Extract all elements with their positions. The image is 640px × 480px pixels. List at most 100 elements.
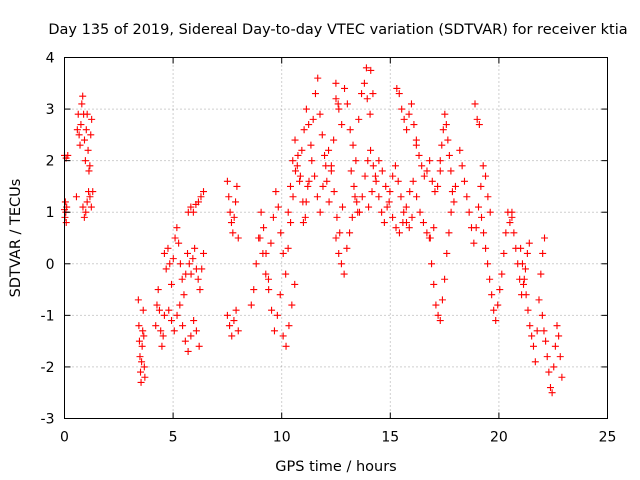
data-point-287 bbox=[438, 141, 446, 149]
data-point-253 bbox=[423, 229, 431, 237]
data-point-357 bbox=[543, 353, 551, 361]
data-point-344 bbox=[524, 306, 532, 314]
data-point-154 bbox=[293, 162, 301, 170]
data-point-308 bbox=[482, 172, 490, 180]
data-point-37 bbox=[135, 337, 143, 345]
data-point-309 bbox=[484, 193, 492, 201]
data-point-238 bbox=[371, 172, 379, 180]
data-point-310 bbox=[486, 208, 494, 216]
data-point-63 bbox=[173, 224, 181, 232]
data-point-226 bbox=[383, 203, 391, 211]
data-point-281 bbox=[438, 296, 446, 304]
data-points bbox=[61, 64, 566, 397]
y-tick-labels: -3 -2 -1 0 1 2 3 4 bbox=[41, 51, 55, 428]
data-point-288 bbox=[439, 126, 447, 134]
data-point-338 bbox=[523, 249, 531, 257]
data-point-66 bbox=[178, 275, 186, 283]
data-point-205 bbox=[340, 270, 348, 278]
data-point-347 bbox=[529, 342, 537, 350]
data-point-207 bbox=[346, 229, 354, 237]
data-point-241 bbox=[382, 182, 390, 190]
data-point-209 bbox=[351, 193, 359, 201]
data-point-155 bbox=[296, 177, 304, 185]
data-point-153 bbox=[291, 136, 299, 144]
data-point-115 bbox=[252, 260, 260, 268]
data-point-157 bbox=[300, 126, 308, 134]
data-point-307 bbox=[479, 162, 487, 170]
data-point-121 bbox=[267, 239, 275, 247]
data-point-130 bbox=[289, 193, 297, 201]
data-point-51 bbox=[155, 306, 163, 314]
data-point-340 bbox=[517, 244, 525, 252]
data-point-170 bbox=[330, 136, 338, 144]
data-point-258 bbox=[398, 105, 406, 113]
data-point-195 bbox=[352, 157, 360, 165]
data-point-99 bbox=[225, 193, 233, 201]
y-tick-label--2: -2 bbox=[41, 360, 55, 376]
axis-ticks bbox=[64, 57, 608, 419]
data-point-315 bbox=[480, 229, 488, 237]
data-point-219 bbox=[364, 157, 372, 165]
data-point-158 bbox=[302, 105, 310, 113]
data-point-186 bbox=[336, 229, 344, 237]
data-point-306 bbox=[477, 182, 485, 190]
data-point-342 bbox=[520, 275, 528, 283]
data-point-172 bbox=[334, 100, 342, 108]
data-point-159 bbox=[305, 121, 313, 129]
data-point-125 bbox=[277, 229, 285, 237]
data-point-166 bbox=[321, 151, 329, 159]
data-point-190 bbox=[338, 121, 346, 129]
data-point-27 bbox=[79, 203, 87, 211]
data-point-79 bbox=[165, 306, 173, 314]
data-point-28 bbox=[80, 213, 88, 221]
data-point-343 bbox=[522, 291, 530, 299]
data-point-21 bbox=[83, 110, 91, 118]
data-point-88 bbox=[190, 317, 198, 325]
data-point-189 bbox=[335, 105, 343, 113]
data-point-251 bbox=[416, 208, 424, 216]
data-point-196 bbox=[355, 115, 363, 123]
data-point-143 bbox=[273, 311, 281, 319]
data-point-314 bbox=[478, 213, 486, 221]
data-point-262 bbox=[407, 100, 415, 108]
data-point-345 bbox=[526, 322, 534, 330]
data-point-280 bbox=[436, 317, 444, 325]
data-point-295 bbox=[450, 198, 458, 206]
data-point-257 bbox=[395, 90, 403, 98]
data-point-272 bbox=[431, 188, 439, 196]
data-point-70 bbox=[185, 260, 193, 268]
data-point-277 bbox=[430, 280, 438, 288]
data-point-346 bbox=[528, 332, 536, 340]
data-point-242 bbox=[385, 198, 393, 206]
data-point-56 bbox=[160, 249, 168, 257]
data-point-113 bbox=[247, 301, 255, 309]
data-point-273 bbox=[434, 182, 442, 190]
data-point-191 bbox=[341, 84, 349, 92]
data-point-220 bbox=[367, 146, 375, 154]
x-tick-label-15: 15 bbox=[381, 430, 399, 446]
y-tick-label--3: -3 bbox=[41, 412, 55, 428]
data-point-60 bbox=[168, 280, 176, 288]
data-point-150 bbox=[284, 208, 292, 216]
data-point-102 bbox=[229, 229, 237, 237]
data-point-271 bbox=[428, 177, 436, 185]
data-point-69 bbox=[184, 249, 192, 257]
data-point-83 bbox=[176, 301, 184, 309]
data-point-352 bbox=[539, 249, 547, 257]
data-point-200 bbox=[366, 110, 374, 118]
data-point-135 bbox=[301, 213, 309, 221]
plot-frame bbox=[64, 57, 608, 419]
data-point-180 bbox=[319, 182, 327, 190]
data-point-43 bbox=[139, 327, 147, 335]
data-point-339 bbox=[525, 239, 533, 247]
data-point-298 bbox=[458, 162, 466, 170]
data-point-144 bbox=[276, 291, 284, 299]
data-point-198 bbox=[360, 79, 368, 87]
data-point-151 bbox=[286, 182, 294, 190]
y-axis-label: SDTVAR / TECUs bbox=[8, 179, 24, 298]
data-point-97 bbox=[200, 188, 208, 196]
data-point-275 bbox=[425, 234, 433, 242]
data-point-353 bbox=[541, 234, 549, 242]
data-point-20 bbox=[82, 126, 90, 134]
data-point-247 bbox=[402, 203, 410, 211]
